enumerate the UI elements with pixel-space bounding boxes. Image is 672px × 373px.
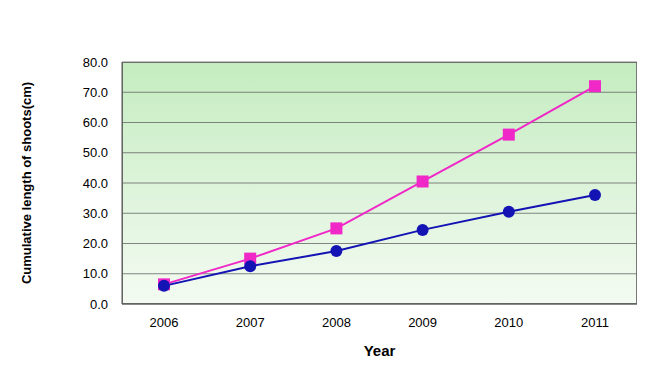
svg-text:2007: 2007 — [236, 315, 265, 330]
svg-text:Cumulative length of shoots(cm: Cumulative length of shoots(cm) — [19, 82, 34, 284]
svg-text:30.0: 30.0 — [83, 206, 108, 221]
svg-text:50.0: 50.0 — [83, 145, 108, 160]
svg-text:2011: 2011 — [581, 315, 609, 330]
svg-text:2008: 2008 — [322, 315, 351, 330]
svg-text:2006: 2006 — [150, 315, 179, 330]
svg-text:70.0: 70.0 — [83, 85, 108, 100]
svg-text:2009: 2009 — [408, 315, 437, 330]
svg-text:40.0: 40.0 — [83, 176, 108, 191]
svg-text:0.0: 0.0 — [90, 297, 108, 312]
svg-text:10.0: 10.0 — [83, 266, 108, 281]
svg-text:60.0: 60.0 — [83, 115, 108, 130]
svg-text:80.0: 80.0 — [83, 55, 108, 70]
svg-text:Year: Year — [364, 342, 396, 359]
svg-text:2010: 2010 — [494, 315, 523, 330]
svg-text:20.0: 20.0 — [83, 236, 108, 251]
